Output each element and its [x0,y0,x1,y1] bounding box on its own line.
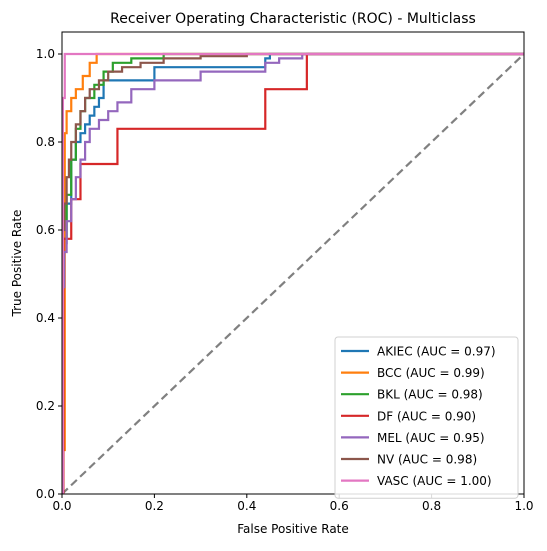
legend-label-1: BCC (AUC = 0.99) [377,366,485,380]
series-lines [62,52,524,494]
legend-label-2: BKL (AUC = 0.98) [377,388,483,402]
legend-label-5: NV (AUC = 0.98) [377,453,477,467]
x-tick-label: 1.0 [514,499,533,513]
y-tick-label: 0.6 [36,223,55,237]
plot-area [62,52,524,494]
x-tick-label: 0.4 [237,499,256,513]
y-tick-label: 0.4 [36,311,55,325]
legend: AKIEC (AUC = 0.97) BCC (AUC = 0.99) BKL (A… [334,336,519,499]
y-tick-label: 1.0 [36,47,55,61]
x-tick-label: 0.8 [422,499,441,513]
legend-label-3: DF (AUC = 0.90) [377,409,476,423]
x-axis-label: False Positive Rate [237,522,349,536]
legend-box [334,336,519,499]
legend-label-4: MEL (AUC = 0.95) [377,431,485,445]
legend-label-6: VASC (AUC = 1.00) [377,474,492,488]
y-axis-label: True Positive Rate [10,210,24,318]
x-tick-label: 0.0 [52,499,71,513]
series-line-6 [62,52,524,494]
chart-title: Receiver Operating Characteristic (ROC) … [110,11,476,27]
y-tick-label: 0.0 [36,487,55,501]
series-line-0 [62,52,524,494]
reference-diagonal-line [62,53,524,494]
x-tick-label: 0.2 [145,499,164,513]
axes: 0.0 0.2 0.4 0.6 0.8 1.0 0.0 0.2 0.4 0.6 0.8 1.0 [36,31,534,513]
plot-frame [61,31,525,495]
legend-label-0: AKIEC (AUC = 0.97) [377,345,496,359]
y-tick-label: 0.8 [36,135,55,149]
series-line-5 [62,52,524,494]
x-tick-label: 0.6 [330,499,349,513]
y-tick-label: 0.2 [36,399,55,413]
series-line-4 [62,52,524,494]
